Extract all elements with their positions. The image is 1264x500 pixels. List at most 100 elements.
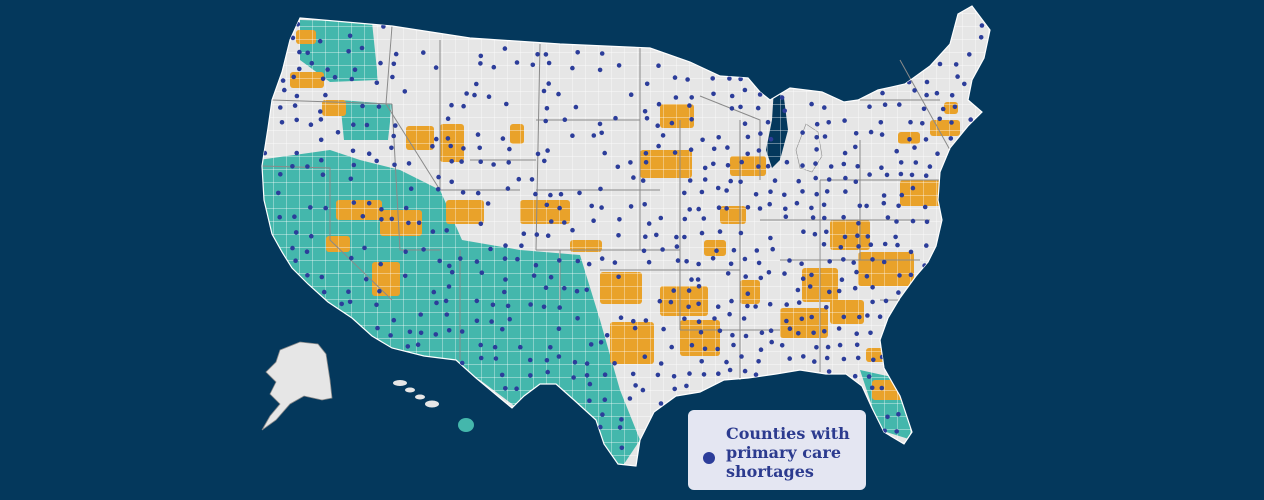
shortage-dot	[826, 177, 832, 182]
shortage-dot	[727, 367, 733, 373]
shortage-dot	[924, 79, 930, 85]
shortage-dot	[800, 163, 805, 168]
shortage-dot	[979, 23, 985, 28]
shortage-dot	[826, 120, 831, 125]
shortage-dot	[809, 314, 814, 320]
shortage-dot	[474, 298, 480, 304]
shortage-dot	[546, 81, 551, 86]
shortage-dot	[619, 445, 625, 451]
shortage-dot	[857, 314, 862, 320]
shortage-dot	[643, 318, 649, 323]
shortage-dot	[403, 205, 409, 211]
shortage-dot	[443, 298, 449, 304]
shortage-dot	[602, 372, 608, 378]
shortage-dot	[544, 106, 550, 111]
shortage-dot	[643, 151, 649, 156]
shortage-dot	[822, 329, 827, 334]
shortage-dot	[351, 162, 357, 168]
shortage-dot	[572, 359, 578, 365]
shortage-dot	[701, 372, 707, 377]
shortage-dot	[416, 220, 422, 226]
shortage-dot	[436, 174, 441, 180]
shortage-dot	[852, 373, 858, 379]
shortage-dot	[896, 290, 901, 295]
shortage-dot	[486, 94, 492, 99]
shortage-dot	[779, 95, 785, 100]
shortage-dot	[687, 207, 692, 212]
shortage-dot	[779, 343, 785, 348]
shortage-dot	[682, 190, 687, 196]
shortage-dot	[687, 178, 693, 183]
shortage-dot	[391, 61, 397, 67]
shortage-dot	[885, 215, 891, 220]
shortage-dot	[548, 345, 553, 350]
shortage-dot	[449, 179, 455, 185]
shortage-dot	[488, 246, 493, 252]
shortage-dot	[640, 178, 646, 183]
shortage-dot	[927, 164, 933, 169]
shortage-dot	[841, 161, 847, 167]
shortage-dot	[854, 342, 860, 348]
shortage-dot	[851, 260, 856, 265]
shortage-dot	[853, 179, 859, 184]
shortage-dot	[728, 178, 733, 184]
shortage-dot	[418, 312, 424, 317]
shortage-dot	[562, 220, 567, 225]
shortage-dot	[937, 116, 942, 122]
shortage-dot	[672, 386, 677, 392]
shortage-dot	[541, 304, 547, 310]
shortage-dot	[689, 342, 695, 348]
shortage-dot	[309, 233, 314, 239]
shortage-dot	[435, 187, 441, 192]
shortage-dot	[529, 177, 535, 182]
shortage-dot	[711, 91, 716, 97]
shortage-dot	[545, 369, 550, 375]
shortage-dot	[548, 192, 553, 198]
shortage-dot	[881, 193, 887, 198]
shortage-dot	[869, 385, 875, 391]
shortage-dot	[796, 178, 801, 184]
shortage-dot	[864, 203, 869, 209]
shortage-dot	[756, 359, 761, 364]
shortage-dot	[320, 172, 326, 177]
shortage-dot	[755, 105, 761, 111]
shortage-dot	[505, 303, 511, 309]
shortage-dot	[881, 259, 887, 265]
shortage-dot	[391, 317, 397, 323]
shortage-dot	[449, 159, 455, 164]
shortage-dot	[696, 206, 701, 212]
shortage-dot	[668, 299, 674, 305]
shortage-dot	[866, 374, 872, 379]
shortage-dot	[379, 207, 384, 212]
shortage-dot	[687, 103, 692, 108]
shortage-dot	[619, 417, 624, 422]
shortage-dot	[742, 121, 748, 126]
shortage-dot	[612, 260, 618, 265]
shortage-dot	[657, 298, 663, 304]
shortage-dot	[725, 271, 731, 276]
shortage-dot	[724, 188, 729, 193]
shortage-dot	[291, 74, 297, 80]
shortage-dot	[922, 204, 928, 210]
shortage-dot	[809, 205, 814, 211]
shortage-dot	[924, 219, 930, 225]
shortage-dot	[292, 103, 298, 108]
shortage-dot	[304, 249, 310, 254]
hawaii-island	[405, 387, 415, 393]
shortage-dot	[881, 200, 887, 206]
shortage-dot	[347, 33, 353, 39]
shortage-dot	[474, 259, 480, 264]
shortage-dot	[894, 219, 899, 224]
shortage-dot	[584, 361, 590, 366]
shortage-dot	[543, 285, 549, 291]
shortage-dot	[515, 256, 520, 262]
shortage-dot	[351, 122, 356, 127]
shortage-dot	[868, 242, 874, 247]
shortage-dot	[507, 146, 512, 152]
shortage-dot	[392, 162, 397, 168]
shortage-dot	[878, 120, 884, 125]
shortage-dot	[309, 60, 315, 66]
shortage-dot	[684, 259, 689, 264]
shortage-dot	[812, 231, 818, 237]
shortage-dot	[430, 144, 435, 149]
